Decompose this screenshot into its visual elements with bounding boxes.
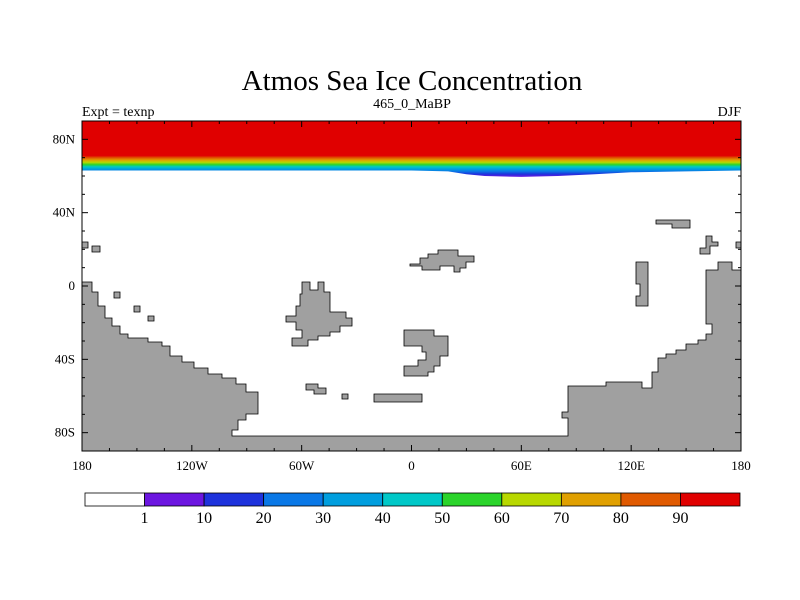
land-island-i — [133, 305, 141, 313]
y-tick-label: 80N — [53, 131, 76, 146]
x-tick-label: 120W — [176, 458, 209, 473]
land-island-h — [113, 291, 121, 299]
land-island-f — [82, 241, 89, 249]
land-island-k — [735, 241, 741, 249]
plot-area — [82, 121, 741, 451]
land-west-continent — [82, 261, 741, 451]
colorbar-swatch — [560, 492, 622, 507]
colorbar-swatch — [620, 492, 681, 507]
colorbar-label: 60 — [494, 510, 510, 527]
land-island-a — [305, 383, 327, 395]
period-label: 465_0_MaBP — [373, 97, 451, 112]
land-island-c — [655, 219, 691, 229]
x-tick-label: 0 — [408, 458, 415, 473]
colorbar-label: 30 — [315, 510, 331, 527]
colorbar-swatch — [322, 492, 384, 507]
colorbar-label: 20 — [256, 510, 272, 527]
land-island-b — [341, 393, 349, 400]
x-tick-label: 60E — [511, 458, 532, 473]
colorbar-label: 1 — [141, 510, 149, 527]
x-tick-label: 120E — [617, 458, 645, 473]
land-c-continent — [403, 329, 449, 377]
land-island-d — [699, 235, 719, 255]
colorbar-swatch — [680, 492, 741, 507]
colorbar-swatch — [144, 492, 205, 507]
colorbar-swatch — [203, 492, 265, 507]
x-tick-label: 180 — [731, 458, 751, 473]
colorbar-label: 40 — [375, 510, 391, 527]
colorbar-swatch — [84, 492, 145, 507]
sea-ice-band — [82, 121, 741, 177]
y-tick-label: 0 — [69, 278, 76, 293]
y-tick-label: 40S — [55, 351, 75, 366]
land-masses — [82, 219, 741, 451]
land-southern-bar — [373, 393, 423, 403]
colorbar-label: 50 — [434, 510, 450, 527]
y-tick-label: 80S — [55, 425, 75, 440]
chart-title: Atmos Sea Ice Concentration — [242, 65, 583, 97]
colorbar-label: 90 — [672, 510, 688, 527]
x-axis: 180 120W 60W 0 60E 120E 180 — [72, 121, 751, 473]
colorbar-swatch — [382, 492, 443, 507]
land-island-g — [91, 245, 101, 253]
colorbar-swatch — [501, 492, 562, 507]
colorbar-swatch — [441, 492, 503, 507]
x-tick-label: 60W — [289, 458, 315, 473]
experiment-label: Expt = texnp — [82, 105, 154, 120]
colorbar-label: 80 — [613, 510, 629, 527]
colorbar-label: 10 — [196, 510, 212, 527]
colorbar-swatch — [263, 492, 324, 507]
y-axis: 80N 40N 0 40S 80S — [53, 131, 741, 440]
x-tick-label: 180 — [72, 458, 92, 473]
season-label: DJF — [718, 105, 742, 120]
colorbar: 1 10 20 30 40 50 60 70 80 90 — [84, 492, 741, 527]
land-strip-north — [409, 249, 475, 273]
colorbar-label: 70 — [553, 510, 569, 527]
y-tick-label: 40N — [53, 205, 76, 220]
land-island-j — [147, 315, 155, 322]
land-island-60w — [285, 281, 353, 347]
land-island-e — [635, 261, 649, 307]
